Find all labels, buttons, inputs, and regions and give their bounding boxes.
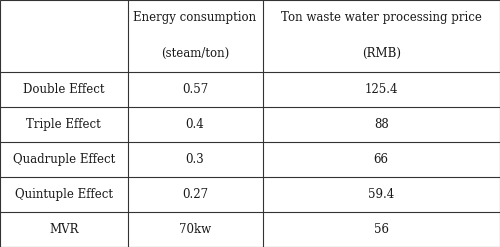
Text: 56: 56 — [374, 223, 389, 236]
Text: 66: 66 — [374, 153, 389, 166]
Text: 0.27: 0.27 — [182, 188, 208, 201]
Text: 59.4: 59.4 — [368, 188, 394, 201]
Text: Triple Effect: Triple Effect — [26, 118, 101, 131]
Text: 0.57: 0.57 — [182, 83, 208, 96]
Text: Double Effect: Double Effect — [23, 83, 104, 96]
Text: Energy consumption

(steam/ton): Energy consumption (steam/ton) — [134, 11, 256, 60]
Text: 125.4: 125.4 — [364, 83, 398, 96]
Text: Quadruple Effect: Quadruple Effect — [12, 153, 115, 166]
Text: MVR: MVR — [49, 223, 78, 236]
Text: 0.3: 0.3 — [186, 153, 204, 166]
Text: 70kw: 70kw — [179, 223, 211, 236]
Text: 88: 88 — [374, 118, 388, 131]
Text: 0.4: 0.4 — [186, 118, 204, 131]
Text: Quintuple Effect: Quintuple Effect — [15, 188, 113, 201]
Text: Ton waste water processing price

(RMB): Ton waste water processing price (RMB) — [281, 11, 481, 60]
